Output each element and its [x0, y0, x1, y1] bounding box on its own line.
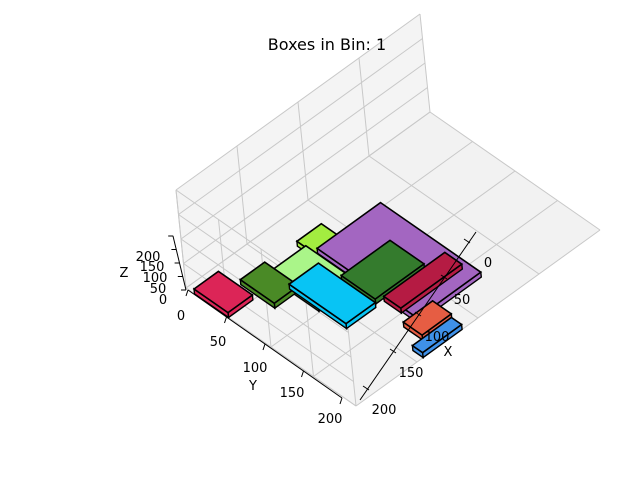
- z-tick-label: 150: [140, 260, 165, 275]
- x-tick-mark: [440, 274, 448, 280]
- grid-wall-back-h: [178, 38, 423, 215]
- x-tick-label: 200: [372, 403, 397, 418]
- box-top: [287, 262, 377, 325]
- x-tick-label: 0: [484, 256, 492, 271]
- box-1: [238, 261, 301, 310]
- boxes-group: [192, 201, 483, 360]
- box-9: [401, 299, 453, 342]
- z-tick-label: 200: [136, 250, 161, 265]
- grid-wall-back-h: [180, 62, 426, 240]
- z-axis-label: Z: [120, 266, 129, 281]
- y-tick-label: 50: [210, 335, 227, 350]
- x-tick-label: 150: [399, 366, 424, 381]
- y-tick-mark: [185, 289, 189, 297]
- x-axis-label: X: [444, 345, 453, 360]
- y-tick-label: 100: [243, 361, 268, 376]
- box-top: [192, 270, 254, 314]
- y-tick-mark: [262, 343, 266, 351]
- grid-floor-x: [429, 111, 601, 231]
- z-tick-label: 50: [150, 282, 167, 297]
- box-0: [192, 270, 254, 319]
- x-tick-label: 100: [425, 330, 450, 345]
- x-tick-mark: [414, 311, 422, 317]
- y-tick-label: 150: [280, 386, 305, 401]
- grid-floor-y: [355, 229, 601, 407]
- box-top: [411, 316, 463, 354]
- z-tick-label: 0: [159, 293, 167, 308]
- y-tick-label: 0: [177, 309, 185, 324]
- box-2: [287, 262, 377, 331]
- z-tick-label: 100: [143, 271, 168, 286]
- grid-wall-back-v: [419, 13, 431, 113]
- y-axis-label: Y: [248, 379, 257, 394]
- x-tick-mark: [463, 238, 471, 244]
- grid-wall-back-v: [358, 57, 370, 157]
- box-top: [401, 299, 453, 337]
- x-tick-label: 50: [454, 293, 471, 308]
- box-top: [339, 239, 426, 301]
- chart-title: Boxes in Bin: 1: [268, 35, 386, 54]
- y-tick-label: 200: [318, 412, 343, 427]
- grid-wall-back-h: [175, 13, 421, 191]
- x-tick-mark: [362, 385, 370, 391]
- y-tick-mark: [301, 370, 304, 378]
- box-10: [411, 316, 463, 360]
- box-8: [382, 251, 464, 315]
- y-tick-mark: [224, 316, 227, 324]
- x-tick-mark: [389, 348, 397, 354]
- box-top: [382, 251, 464, 310]
- x-axis-line: [359, 231, 477, 401]
- y-tick-mark: [339, 397, 343, 405]
- grid-floor-x: [368, 155, 540, 275]
